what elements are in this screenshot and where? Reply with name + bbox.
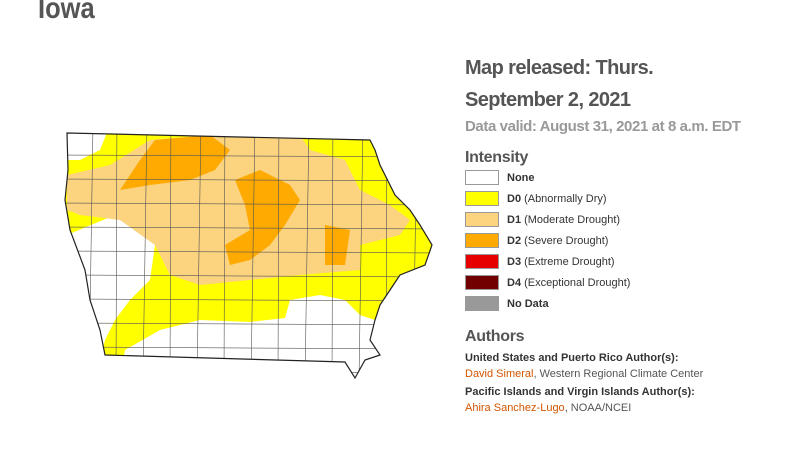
legend-item: D0 (Abnormally Dry) [465, 188, 765, 209]
county-line [169, 133, 172, 378]
info-panel: Map released: Thurs. September 2, 2021 D… [465, 52, 765, 414]
legend-label: (Abnormally Dry) [524, 192, 607, 205]
legend-swatch [465, 233, 499, 248]
county-line [65, 178, 432, 182]
author-affiliation: , NOAA/NCEI [564, 402, 632, 414]
county-line [142, 133, 148, 378]
legend-swatch [465, 296, 499, 311]
legend-item: D3 (Extreme Drought) [465, 251, 765, 272]
legend-code: D0 [507, 192, 522, 205]
valid-date: Data valid: August 31, 2021 at 8 a.m. ED… [465, 118, 741, 135]
legend-label: (Exceptional Drought) [524, 276, 631, 289]
county-line [250, 133, 256, 378]
drought-areas [65, 133, 432, 378]
page-title: Iowa [38, 0, 95, 25]
intensity-heading: Intensity [465, 149, 529, 166]
legend-code: D4 [507, 276, 522, 289]
legend-swatch [465, 254, 499, 269]
county-line [331, 133, 334, 378]
county-line [65, 250, 432, 254]
county-line [196, 133, 202, 378]
authors-heading: Authors [465, 328, 525, 345]
author-name[interactable]: Ahira Sanchez-Lugo [465, 402, 565, 414]
legend-label: (Moderate Drought) [524, 213, 621, 226]
county-line [223, 133, 226, 378]
author-role: Pacific Islands and Virgin Islands Autho… [465, 386, 695, 398]
legend-item: None [465, 167, 765, 188]
legend-item: D2 (Severe Drought) [465, 230, 765, 251]
legend-item: D4 (Exceptional Drought) [465, 272, 765, 293]
d2-area [120, 135, 230, 190]
county-line [65, 202, 432, 206]
legend-label: (Extreme Drought) [524, 255, 615, 268]
legend-label: (Severe Drought) [524, 234, 609, 247]
county-line [65, 298, 432, 302]
county-line [65, 274, 432, 278]
county-line [358, 133, 364, 378]
legend-item: No Data [465, 293, 765, 314]
author-line: David Simeral, Western Regional Climate … [465, 368, 765, 380]
legend-code: D1 [507, 213, 522, 226]
release-date: Map released: Thurs. September 2, 2021 [465, 57, 654, 111]
authors: United States and Puerto Rico Author(s):… [465, 352, 765, 414]
county-line [304, 133, 310, 378]
legend-code: D2 [507, 234, 522, 247]
legend-code: No Data [507, 297, 549, 310]
legend-swatch [465, 170, 499, 185]
d2-area [225, 170, 300, 265]
author-role: United States and Puerto Rico Author(s): [465, 352, 679, 364]
d2-area [325, 225, 350, 265]
legend-swatch [465, 275, 499, 290]
county-line [277, 133, 280, 378]
county-line [115, 133, 118, 378]
author-name[interactable]: David Simeral [465, 368, 534, 380]
county-line [65, 226, 432, 230]
author-line: Ahira Sanchez-Lugo, NOAA/NCEI [465, 402, 765, 414]
legend-swatch [465, 212, 499, 227]
legend-code: D3 [507, 255, 522, 268]
legend-item: D1 (Moderate Drought) [465, 209, 765, 230]
legend: None D0 (Abnormally Dry) D1 (Moderate Drough… [465, 167, 765, 314]
author-affiliation: , Western Regional Climate Center [533, 368, 704, 380]
map [64, 132, 433, 379]
legend-swatch [465, 191, 499, 206]
legend-code: None [507, 171, 535, 184]
county-line [65, 370, 432, 374]
